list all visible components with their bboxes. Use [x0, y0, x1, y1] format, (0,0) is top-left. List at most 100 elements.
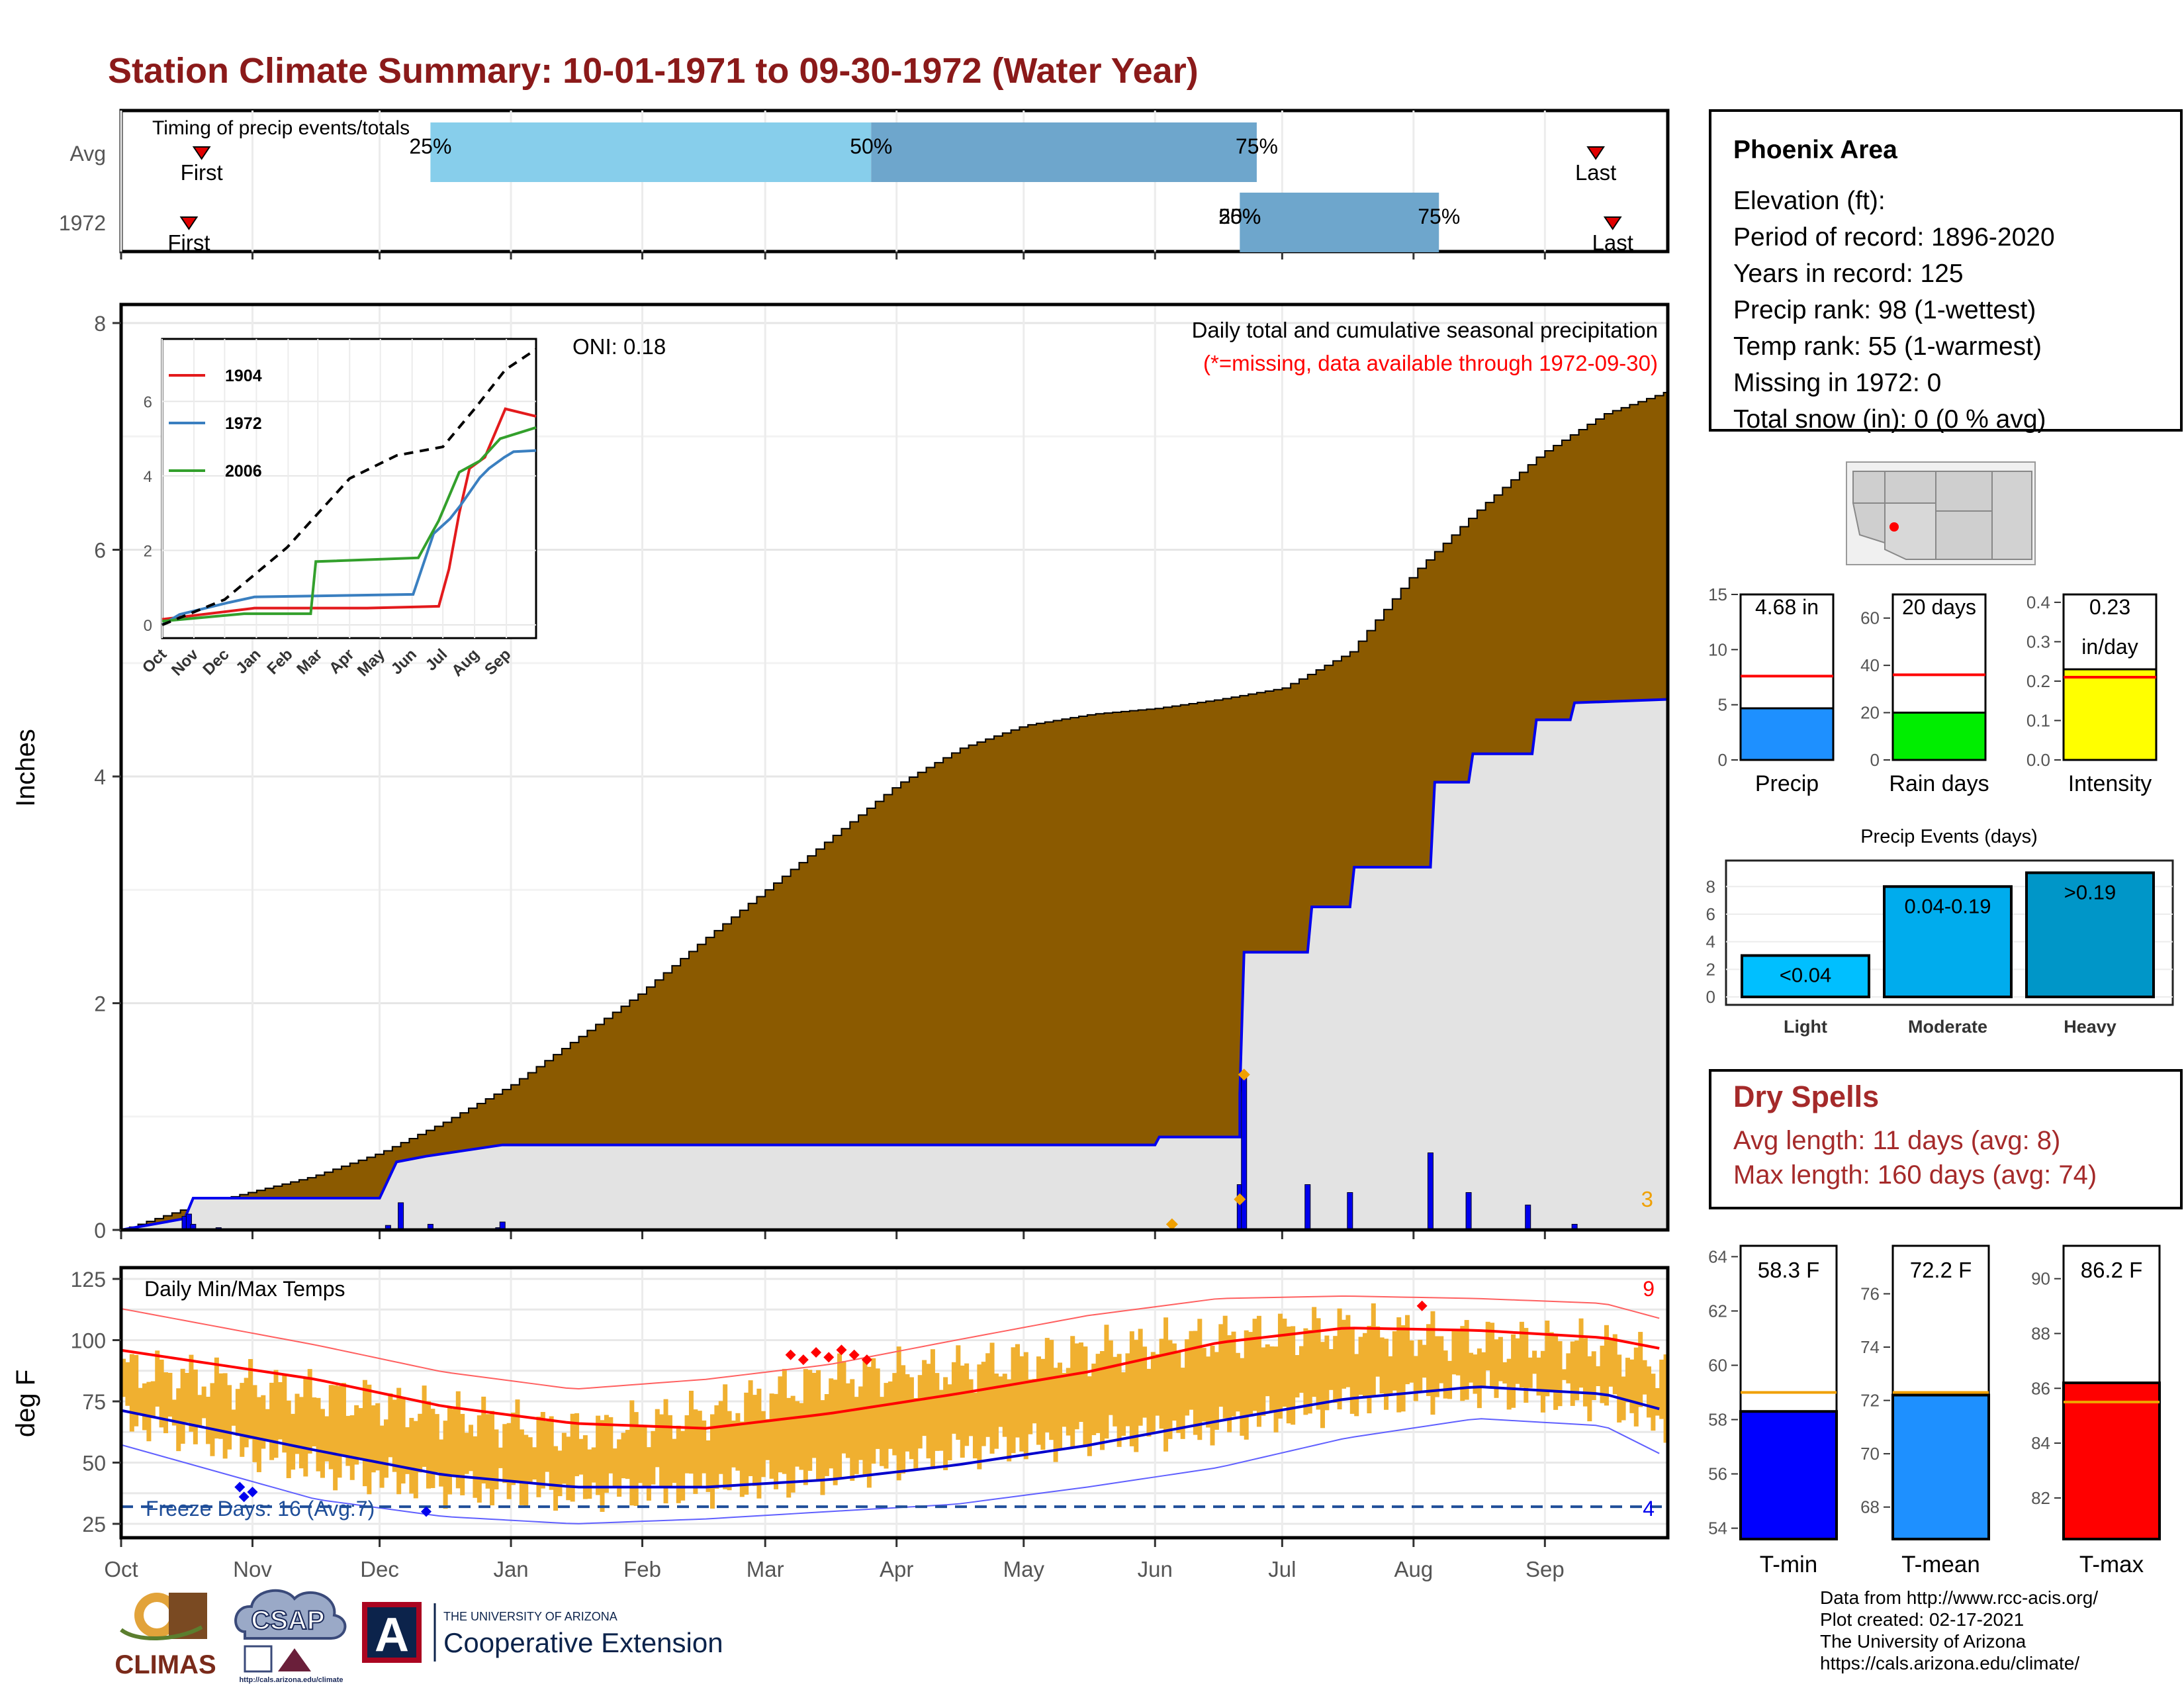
daily-temp-range-bar — [265, 1409, 270, 1441]
event-category-label: Moderate — [1908, 1017, 1987, 1037]
events-ytick-label: 8 — [1706, 876, 1715, 896]
daily-temp-range-bar — [803, 1369, 808, 1485]
daily-temp-range-bar — [947, 1384, 952, 1461]
daily-temp-range-bar — [1235, 1352, 1240, 1412]
daily-temp-range-bar — [1439, 1336, 1444, 1383]
daily-temp-range-bar — [1515, 1338, 1520, 1384]
timing-bar-50-75 — [1240, 193, 1439, 252]
daily-temp-range-bar — [418, 1413, 423, 1473]
daily-temp-range-bar — [930, 1349, 935, 1470]
mini-bar-intensity — [2062, 668, 2158, 761]
record-precip-marker — [1234, 1193, 1246, 1205]
daily-temp-range-bar — [1460, 1326, 1465, 1401]
daily-temp-range-bar — [333, 1385, 338, 1491]
tempbar-ytick-label: 74 — [1860, 1337, 1880, 1357]
daily-temp-range-bar — [1214, 1352, 1219, 1430]
daily-temp-range-bar — [291, 1413, 296, 1470]
mini-ytick-label: 0.2 — [2026, 671, 2050, 691]
daily-temp-range-bar — [481, 1396, 486, 1484]
daily-temp-range-bar — [328, 1385, 334, 1470]
daily-temp-range-bar — [596, 1415, 601, 1495]
daily-temp-range-bar — [1108, 1340, 1113, 1415]
inset-ytick-label: 0 — [144, 617, 152, 635]
daily-temp-range-bar — [778, 1376, 783, 1473]
daily-temp-range-bar — [163, 1372, 169, 1434]
page-title: Station Climate Summary: 10-01-1971 to 0… — [108, 51, 1199, 91]
station-name: Phoenix Area — [1733, 136, 1897, 164]
month-label: Apr — [880, 1557, 913, 1581]
daily-temp-range-bar — [400, 1397, 406, 1484]
daily-temp-range-bar — [1159, 1338, 1164, 1429]
daily-temp-range-bar — [227, 1385, 232, 1450]
daily-temp-range-bar — [1337, 1308, 1342, 1410]
daily-temp-range-bar — [1582, 1338, 1588, 1407]
mini-ytick-label: 5 — [1718, 695, 1727, 715]
record-high-marker — [785, 1349, 796, 1360]
daily-temp-range-bar — [901, 1365, 906, 1474]
events-ytick-label: 2 — [1706, 959, 1715, 979]
daily-temp-range-bar — [896, 1346, 901, 1481]
inset-ytick-label: 4 — [144, 468, 152, 486]
tempbar-ytick-label: 54 — [1708, 1519, 1727, 1538]
daily-temp-range-bar — [795, 1401, 800, 1467]
daily-temp-range-bar — [998, 1376, 1003, 1427]
daily-temp-range-bar — [837, 1353, 842, 1480]
daily-temp-range-bar — [511, 1413, 516, 1485]
daily-temp-range-bar — [1277, 1313, 1283, 1419]
daily-temp-range-bar — [1210, 1346, 1215, 1446]
daily-temp-range-bar — [617, 1439, 622, 1497]
daily-temp-range-bar — [651, 1430, 656, 1485]
cumulative-1972-area — [121, 699, 1668, 1230]
daily-temp-range-bar — [1129, 1331, 1134, 1446]
daily-temp-range-bar — [185, 1372, 190, 1423]
mini-ytick-label: 40 — [1860, 655, 1880, 675]
month-label: Sep — [1525, 1557, 1565, 1581]
daily-temp-range-bar — [125, 1362, 130, 1406]
daily-temp-range-bar — [455, 1391, 461, 1489]
daily-temp-range-bar — [1176, 1351, 1181, 1433]
tempbar-ytick-label: 84 — [2031, 1433, 2050, 1453]
daily-temp-range-bar — [688, 1390, 694, 1474]
daily-temp-range-bar — [1201, 1348, 1206, 1422]
daily-temp-range-bar — [1252, 1319, 1257, 1411]
month-label: Mar — [747, 1557, 784, 1581]
mini-ytick-label: 0.4 — [2026, 592, 2050, 612]
dry-spells-title: Dry Spells — [1733, 1080, 1880, 1113]
daily-temp-range-bar — [1536, 1357, 1541, 1396]
daily-temp-range-bar — [121, 1358, 126, 1397]
daily-temp-range-bar — [515, 1399, 520, 1481]
daily-temp-range-bar — [667, 1415, 672, 1488]
daily-temp-range-bar — [1651, 1374, 1656, 1431]
daily-temp-range-bar — [1524, 1328, 1529, 1403]
daily-temp-range-bar — [993, 1373, 999, 1449]
daily-temp-range-bar — [222, 1373, 228, 1459]
daily-temp-range-bar — [413, 1421, 418, 1499]
daily-temp-range-bar — [1663, 1354, 1668, 1443]
daily-temp-range-bar — [913, 1397, 919, 1470]
daily-precip-bar — [1347, 1192, 1353, 1231]
daily-temp-range-bar — [1295, 1355, 1300, 1398]
daily-temp-range-bar — [392, 1399, 397, 1472]
daily-temp-range-bar — [282, 1375, 287, 1453]
daily-temp-range-bar — [561, 1432, 567, 1484]
daily-temp-range-bar — [354, 1405, 359, 1465]
daily-temp-range-bar — [1574, 1340, 1580, 1401]
record-precip-marker — [1165, 1218, 1178, 1231]
daily-temp-range-bar — [845, 1383, 850, 1458]
daily-temp-range-bar — [286, 1400, 291, 1478]
timing-label: Timing of precip events/totals — [152, 117, 410, 139]
daily-temp-range-bar — [256, 1397, 261, 1472]
mini-ytick-label: 15 — [1708, 585, 1727, 604]
precip-subtitle: Daily total and cumulative seasonal prec… — [1192, 318, 1658, 342]
daily-temp-range-bar — [193, 1369, 198, 1444]
mini-axis-label: Precip — [1755, 771, 1819, 796]
daily-temp-range-bar — [1125, 1353, 1130, 1427]
daily-temp-range-bar — [1345, 1315, 1351, 1387]
temp-ytick-label: 50 — [82, 1452, 106, 1476]
timing-first-label: First — [167, 230, 210, 255]
tempbar-ytick-label: 62 — [1708, 1301, 1727, 1321]
tempbar-ytick-label: 82 — [2031, 1488, 2050, 1508]
mini-ytick-label: 0 — [1870, 750, 1880, 770]
daily-temp-range-bar — [490, 1411, 495, 1506]
daily-temp-range-bar — [790, 1395, 796, 1493]
